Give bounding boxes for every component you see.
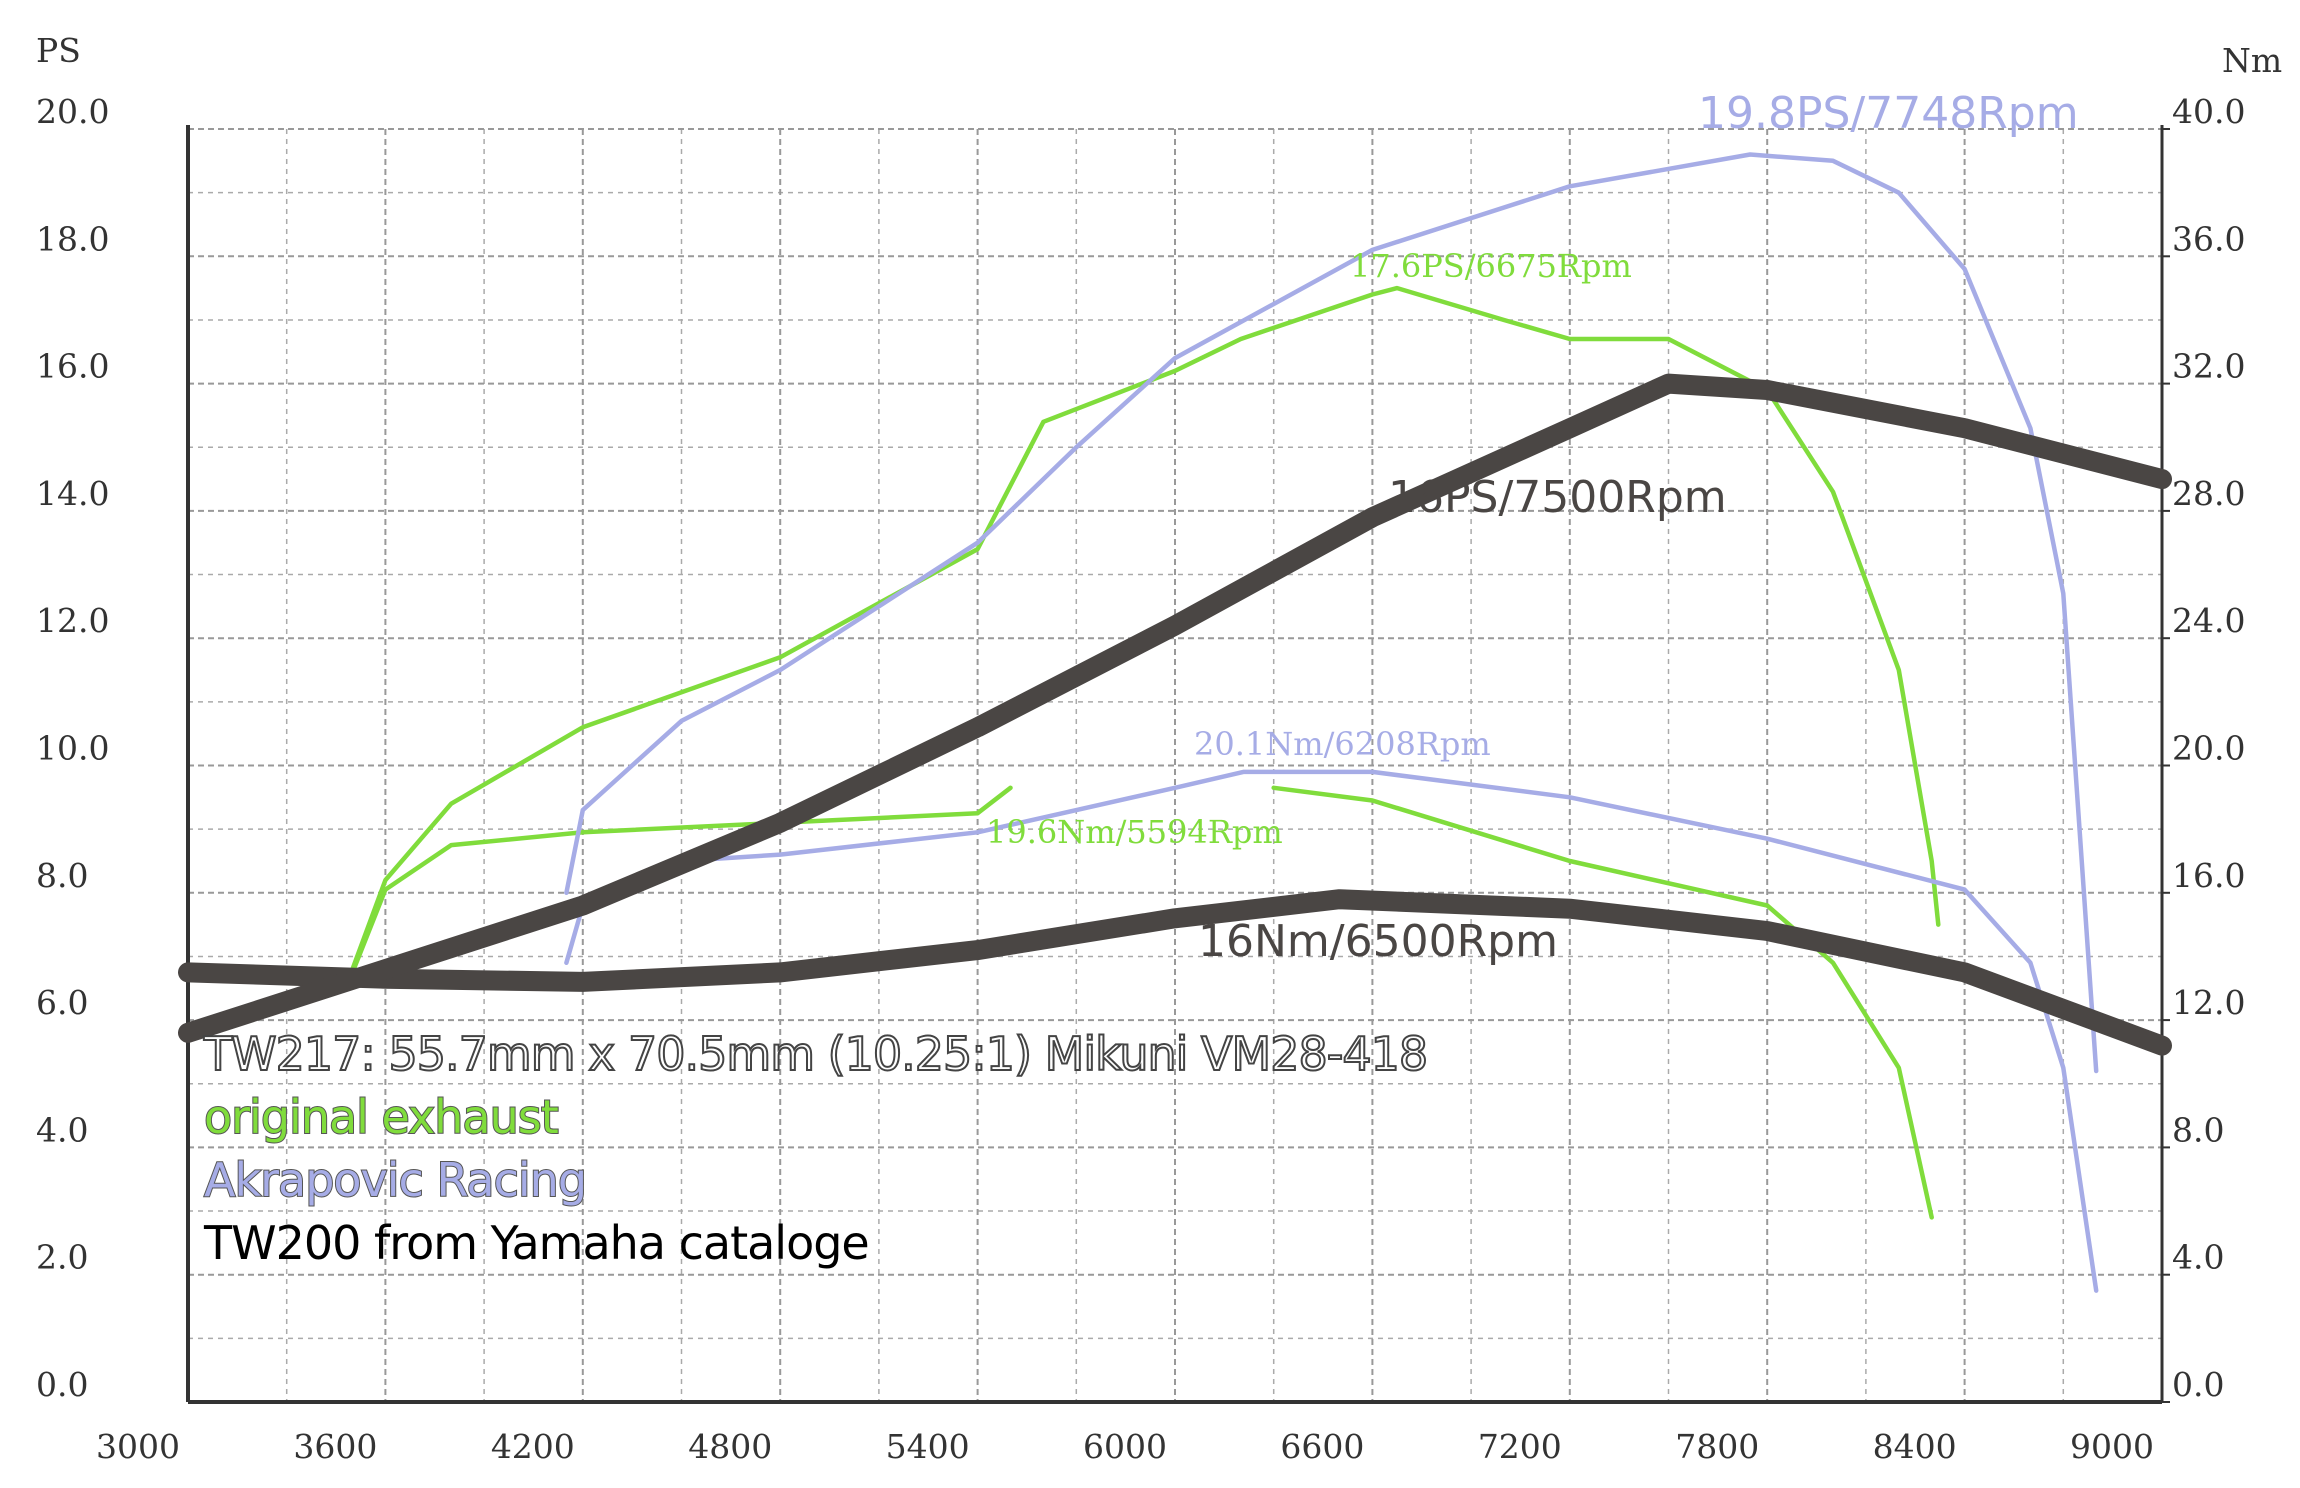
y2-tick-label: 4.0: [2172, 1238, 2224, 1277]
x-tick-label: 3600: [293, 1427, 377, 1466]
x-tick-label: 6600: [1280, 1427, 1364, 1466]
y2-tick-label: 0.0: [2172, 1365, 2224, 1404]
legend-label: Akrapovic Racing: [204, 1153, 586, 1207]
series-line: [178, 373, 2172, 1043]
x-tick-label: 4800: [688, 1427, 772, 1466]
series-line: [178, 889, 2172, 1056]
y2-tick-label: 28.0: [2172, 474, 2245, 513]
legend-label: original exhaust: [204, 1090, 558, 1144]
annotation: 20.1Nm/6208Rpm: [1194, 725, 1491, 763]
annotation: 19.6Nm/5594Rpm: [986, 813, 1283, 851]
annotation: 19.8PS/7748Rpm: [1698, 88, 2079, 139]
y-tick-label: 8.0: [36, 856, 88, 895]
y2-axis-label: Nm: [2222, 41, 2282, 80]
x-tick-label: 8400: [1873, 1427, 1957, 1466]
y-tick-label: 10.0: [36, 729, 109, 768]
annotation: 16PS/7500Rpm: [1388, 472, 1727, 523]
x-tick-label: 3000: [96, 1427, 180, 1466]
series-line: [1271, 785, 1934, 1220]
y2-tick-label: 32.0: [2172, 347, 2245, 386]
x-tick-label: 9000: [2070, 1427, 2154, 1466]
y-tick-label: 6.0: [36, 983, 88, 1022]
annotation: 17.6PS/6675Rpm: [1350, 247, 1632, 285]
series-line: [350, 785, 1013, 975]
y2-tick-label: 36.0: [2172, 219, 2245, 258]
y-tick-label: 14.0: [36, 474, 109, 513]
y-tick-label: 0.0: [36, 1365, 88, 1404]
y-tick-label: 2.0: [36, 1238, 88, 1277]
series-line: [564, 152, 2099, 1074]
y-tick-label: 12.0: [36, 601, 109, 640]
y2-tick-label: 16.0: [2172, 856, 2245, 895]
y2-tick-label: 8.0: [2172, 1110, 2224, 1149]
y2-tick-label: 20.0: [2172, 729, 2245, 768]
y-axis-label: PS: [36, 31, 81, 70]
y-tick-label: 4.0: [36, 1110, 88, 1149]
x-tick-label: 6000: [1083, 1427, 1167, 1466]
y2-tick-label: 40.0: [2172, 92, 2245, 131]
y-tick-label: 18.0: [36, 219, 109, 258]
x-tick-label: 7200: [1478, 1427, 1562, 1466]
x-tick-label: 4200: [491, 1427, 575, 1466]
legend-label: TW200 from Yamaha cataloge: [203, 1216, 869, 1270]
series-line: [350, 285, 1941, 972]
x-tick-label: 7800: [1675, 1427, 1759, 1466]
y-tick-label: 20.0: [36, 92, 109, 131]
x-tick-label: 5400: [886, 1427, 970, 1466]
note: TW217: 55.7mm x 70.5mm (10.25:1) Mikuni …: [203, 1027, 1427, 1081]
y2-tick-label: 12.0: [2172, 983, 2245, 1022]
y-tick-label: 16.0: [36, 347, 109, 386]
y2-tick-label: 24.0: [2172, 601, 2245, 640]
annotation: 16Nm/6500Rpm: [1198, 916, 1558, 967]
